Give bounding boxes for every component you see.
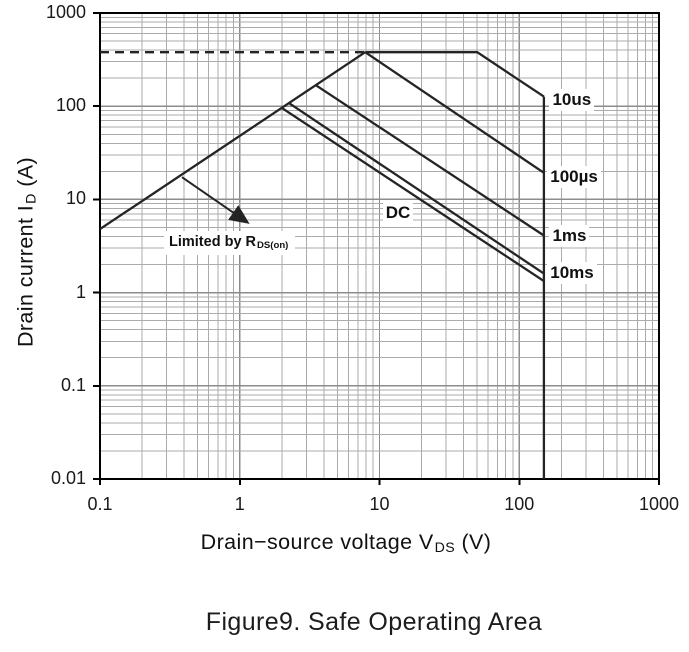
axis-ticks: [93, 12, 660, 485]
x-axis-label-text: Drain−source voltage V: [200, 530, 434, 554]
x-axis-label-unit: (V): [455, 530, 492, 554]
y-axis-label-text: Drain current I: [13, 204, 38, 348]
y-axis-label: Drain current ID (A): [13, 156, 40, 348]
x-tick-label: 1: [234, 494, 245, 514]
x-tick-label: 100: [504, 494, 535, 514]
curve-10us: [365, 51, 545, 98]
x-axis-label: Drain−source voltage VDS (V): [201, 530, 492, 555]
annotation-subscript: DS(on): [257, 240, 289, 252]
y-tick-label: 0.01: [50, 468, 86, 489]
curve-10ms: [288, 102, 545, 275]
annotation-arrow: [181, 176, 250, 224]
y-axis-label-unit: (A): [13, 156, 38, 194]
y-tick-label: 10: [65, 188, 86, 209]
x-tick-label: 10: [369, 494, 390, 514]
rdson-limit-annotation: Limited by RDS(on): [164, 231, 296, 255]
curve-label-10ms: 10ms: [547, 261, 597, 284]
x-axis-label-subscript: DS: [434, 540, 456, 557]
curve-label-1ms: 1ms: [549, 224, 590, 247]
y-tick-label: 100: [55, 95, 86, 116]
x-tick-label: 0.1: [87, 494, 113, 514]
y-tick-label: 1000: [45, 2, 86, 23]
curve-label-10us: 10us: [549, 88, 595, 111]
curve-label-100s: 100µs: [547, 165, 601, 188]
curve-100us: [364, 51, 545, 174]
annotation-text: Limited by R: [169, 234, 257, 250]
curve-dc: [281, 106, 545, 283]
figure-caption: Figure9. Safe Operating Area: [205, 608, 543, 636]
x-tick-label: 1000: [638, 494, 680, 514]
y-tick-label: 1: [75, 281, 86, 302]
curve-label-dc: DC: [382, 202, 414, 225]
curve-rdson-limit-line: [99, 51, 366, 231]
y-axis-label-subscript: D: [23, 193, 40, 204]
curve-1ms: [315, 84, 545, 237]
y-tick-label: 0.1: [60, 374, 86, 395]
